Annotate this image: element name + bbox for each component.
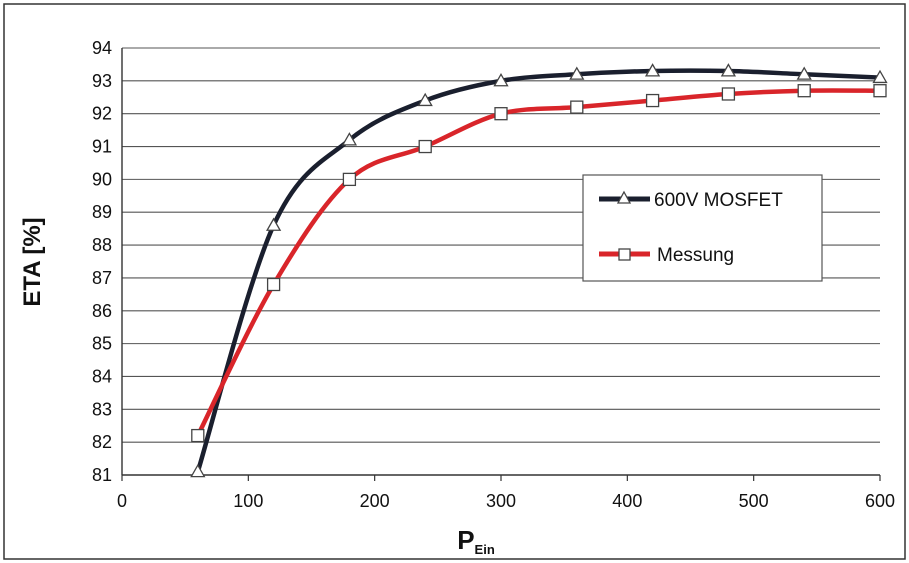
legend-label-messung: Messung bbox=[657, 245, 734, 266]
legend-marker-mosfet bbox=[616, 190, 632, 204]
x-tick-label: 500 bbox=[739, 491, 769, 511]
data-point-600v-mosfet bbox=[796, 66, 812, 80]
data-point-messung bbox=[494, 107, 508, 121]
y-tick-label: 86 bbox=[92, 301, 112, 321]
y-tick-label: 82 bbox=[92, 432, 112, 452]
y-tick-label: 91 bbox=[92, 137, 112, 157]
legend: 600V MOSFET Messung bbox=[582, 174, 823, 282]
x-axis-title-subscript: Ein bbox=[475, 542, 495, 557]
data-point-600v-mosfet bbox=[644, 63, 661, 77]
y-tick-label: 87 bbox=[92, 268, 112, 288]
legend-box bbox=[582, 174, 823, 282]
y-tick-label: 92 bbox=[92, 104, 112, 124]
data-point-600v-mosfet bbox=[720, 63, 737, 77]
data-point-messung bbox=[266, 277, 281, 292]
y-tick-label: 88 bbox=[92, 235, 112, 255]
y-tick-labels: 81 82 83 84 85 86 87 88 89 90 91 92 93 94 bbox=[92, 38, 112, 485]
data-point-600v-mosfet bbox=[417, 92, 433, 107]
series-layer bbox=[190, 63, 888, 478]
series-messung bbox=[191, 84, 887, 443]
series-600v-mosfet bbox=[190, 63, 888, 478]
data-point-messung bbox=[570, 100, 584, 114]
data-point-600v-mosfet bbox=[265, 217, 282, 231]
data-point-messung bbox=[191, 428, 205, 443]
y-tick-label: 81 bbox=[92, 465, 112, 485]
x-tick-labels: 0 100 200 300 400 500 600 bbox=[117, 491, 895, 511]
x-tick-label: 400 bbox=[612, 491, 642, 511]
data-point-messung bbox=[418, 139, 432, 154]
axes bbox=[121, 48, 881, 481]
data-point-600v-mosfet bbox=[872, 69, 888, 84]
data-point-600v-mosfet bbox=[569, 66, 585, 80]
x-tick-label: 0 bbox=[117, 491, 127, 511]
x-tick-label: 200 bbox=[360, 491, 390, 511]
x-axis-title: PEin bbox=[457, 525, 495, 557]
y-tick-label: 84 bbox=[92, 366, 112, 386]
y-tick-label: 90 bbox=[92, 169, 112, 189]
x-tick-label: 100 bbox=[233, 491, 263, 511]
y-axis-title: ETA [%] bbox=[19, 217, 46, 306]
legend-entry-messung: Messung bbox=[599, 245, 734, 266]
data-point-600v-mosfet bbox=[341, 132, 358, 146]
y-tick-label: 83 bbox=[92, 399, 112, 419]
legend-marker-messung bbox=[618, 248, 631, 261]
y-tick-label: 85 bbox=[92, 334, 112, 354]
legend-label-mosfet: 600V MOSFET bbox=[654, 190, 783, 211]
data-point-600v-mosfet bbox=[493, 73, 509, 87]
legend-entry-mosfet: 600V MOSFET bbox=[599, 190, 783, 211]
x-tick-label: 600 bbox=[865, 491, 895, 511]
data-point-messung bbox=[342, 172, 357, 187]
data-point-messung bbox=[873, 84, 887, 98]
data-point-600v-mosfet bbox=[190, 463, 206, 478]
data-point-messung bbox=[797, 84, 811, 98]
y-tick-label: 94 bbox=[92, 38, 112, 58]
x-tick-label: 300 bbox=[486, 491, 516, 511]
data-point-messung bbox=[645, 93, 660, 108]
data-point-messung bbox=[721, 87, 736, 101]
y-tick-label: 93 bbox=[92, 71, 112, 91]
y-tick-label: 89 bbox=[92, 202, 112, 222]
x-axis-title-main: P bbox=[457, 525, 474, 555]
